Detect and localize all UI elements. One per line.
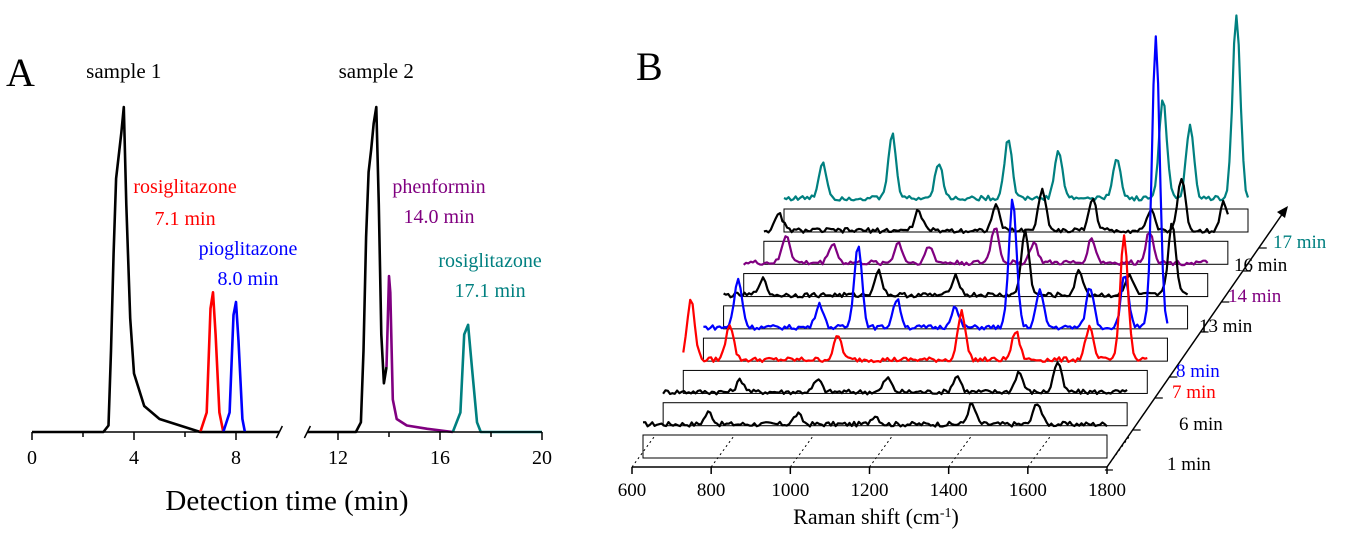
panel-b-depth-axis-arrow [1277,206,1288,218]
panel-a-series-3 [307,105,388,434]
panel-b-depth-label: 13 min [1199,316,1253,337]
panel-label-a: A [6,50,35,95]
panel-a-tick-label: 8 [231,447,241,469]
panel-b-tick-label: 800 [697,480,726,501]
panel-b-frame [642,434,1108,459]
panel-a-annotation: pioglitazone [199,238,298,260]
panel-a-series-4 [385,274,453,434]
panel-b-depth-label: 14 min [1228,286,1282,307]
panel-a-annotation: 17.1 min [454,280,525,302]
panel-b-series-1 [662,361,1128,396]
panel-b-grid-line [1027,436,1051,468]
panel-a-annotation: rosiglitazone [133,176,236,198]
panel-b-series-group [642,14,1250,428]
sample-1-label: sample 1 [86,59,161,83]
panel-b-tick-label: 1600 [1009,480,1047,501]
panel-b-tick-label: 1800 [1088,480,1126,501]
panel-b-tick-label: 1200 [851,480,889,501]
panel-a-tick-label: 0 [27,447,37,469]
panel-b-axes [631,206,1288,474]
panel-b-grid-line [1106,436,1130,468]
panel-b-tick-label: 1400 [930,480,968,501]
panel-a-annotation: 8.0 min [217,268,278,290]
panel-b-frame [763,240,1229,265]
panel-b-frame [723,305,1189,330]
panel-a-series-group [32,105,542,434]
panel-b-depth-label: 16 min [1234,255,1288,276]
panel-a-axis-break-mark [303,425,312,439]
panel-b-frame [662,402,1128,427]
panel-b-tick-labels: 600 800 1000 1200 1400 1600 1800 [618,480,1126,501]
panel-b-depth-label: 8 min [1176,361,1220,382]
panel-a-annotation: 14.0 min [403,206,474,228]
panel-a-series-5 [451,323,542,434]
panel-a-tick-label: 4 [129,447,139,469]
panel-b-depth-label: 1 min [1167,454,1211,475]
panel-b-series-6 [763,177,1229,234]
panel-a-axis-break-mark [275,425,284,439]
panel-b-chart: 600 800 1000 1200 1400 1600 1800 1 min 6 min 7 m… [618,14,1327,529]
panel-b-grid-line [869,436,892,468]
panel-a-tick-label: 20 [532,447,552,469]
panel-a-series-0 [32,105,280,434]
panel-b-depth-label: 6 min [1179,414,1223,435]
panel-a-chart: 0 4 8 12 16 20 rosiglitazone 7.1 min pioglitazo… [27,59,552,517]
panel-b-series-7 [783,14,1250,202]
panel-a-annotation: 7.1 min [154,208,215,230]
panel-b-frame [682,369,1148,394]
panel-a-x-axis-title: Detection time (min) [165,485,408,517]
panel-a-tick-labels: 0 4 8 12 16 20 [27,447,552,469]
panel-b-grid-line [631,436,655,468]
panel-b-grid-line [948,436,972,468]
panel-label-b: B [636,44,663,89]
panel-a-series-2 [222,300,247,433]
panel-b-depth-label: 17 min [1273,232,1327,253]
panel-b-grid-line [789,436,813,468]
panel-b-series-4 [723,222,1189,299]
panel-a-annotation: rosiglitazone [438,250,541,272]
panel-b-tick-label: 600 [618,480,647,501]
panel-b-depth-label: 7 min [1172,382,1216,403]
panel-a-tick-label: 16 [430,447,450,469]
panel-a-series-1 [199,291,225,433]
panel-b-baseline-frames [642,208,1249,459]
panel-a-tick-label: 12 [328,447,348,469]
panel-a-x-axis [31,425,543,440]
panel-b-x-axis-title: Raman shift (cm-1) [793,504,959,529]
panel-b-series-0 [642,403,1108,428]
panel-a-annotations: rosiglitazone 7.1 min pioglitazone 8.0 min p… [133,176,541,302]
panel-b-grid-line [710,436,734,468]
panel-b-series-2 [682,234,1148,364]
panel-b-depth-axis-line [1106,212,1284,468]
sample-2-label: sample 2 [339,59,414,83]
panel-b-tick-label: 1000 [771,480,809,501]
panel-b-series-5 [742,227,1209,267]
panel-b-series-3 [703,35,1169,331]
panel-a-annotation: phenformin [392,176,485,198]
